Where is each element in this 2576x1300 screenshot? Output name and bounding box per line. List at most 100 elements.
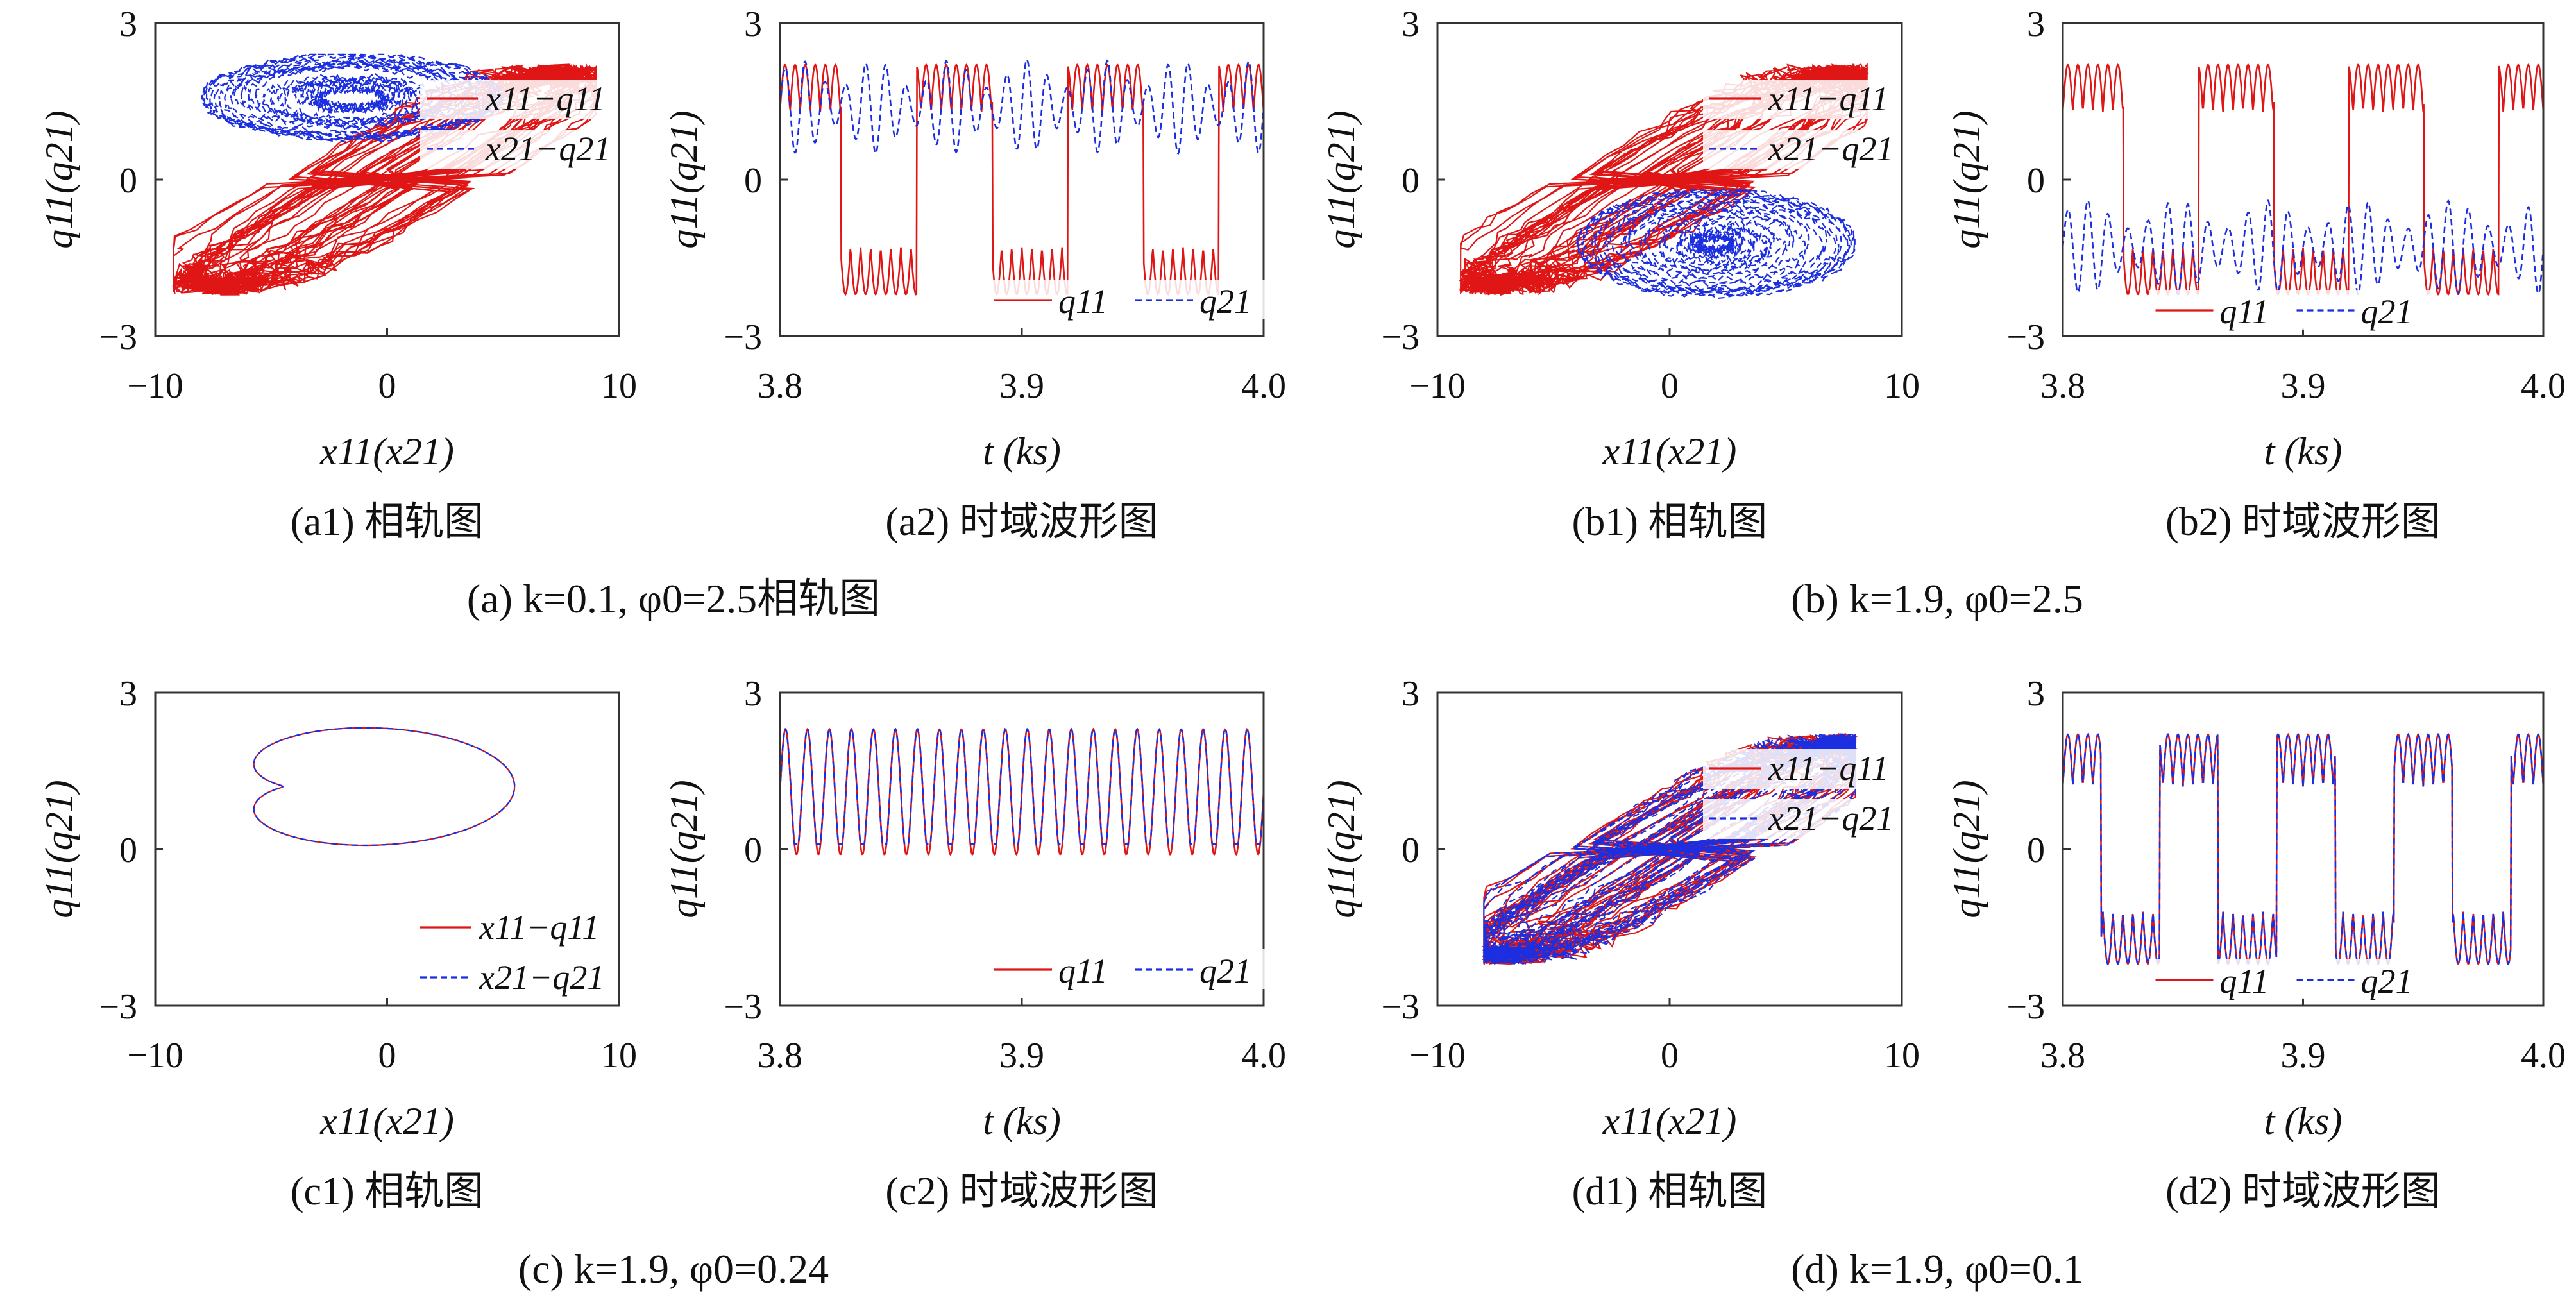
series-d2-red bbox=[2063, 732, 2543, 965]
xlabel-c2: t (ks) bbox=[983, 1100, 1061, 1142]
ytick-c2-1: 0 bbox=[744, 831, 762, 870]
ylabel-c1: q11(q21) bbox=[38, 780, 80, 918]
ytick-d1-2: −3 bbox=[1381, 987, 1419, 1027]
xlabel-b1: x11(x21) bbox=[1602, 430, 1737, 473]
xtick-d1-2: 10 bbox=[1884, 1036, 1920, 1076]
subtitle-a2: (a2) 时域波形图 bbox=[885, 500, 1158, 544]
ytick-c1-1: 0 bbox=[119, 831, 137, 870]
panel-d1: 3 0 −3 −10 0 10 x11(x21) q11(q21) (d1) 相轨图 x11−q1… bbox=[1320, 674, 1920, 1213]
ytick-b2-0: 3 bbox=[2027, 4, 2045, 44]
series-a1-blue bbox=[201, 53, 504, 143]
group-caption-a: (a) k=0.1, φ0=2.5相轨图 bbox=[467, 576, 880, 621]
legend-entry-c2-1: q21 bbox=[1199, 952, 1251, 990]
legend-entry-a1-0: x11−q11 bbox=[485, 80, 606, 118]
xtick-c2-2: 4.0 bbox=[1241, 1036, 1286, 1076]
xlabel-c1: x11(x21) bbox=[319, 1100, 454, 1142]
panel-d2: 3 0 −3 3.8 3.9 4.0 t (ks) q11(q21) (d2) 时域波形图 q11… bbox=[1945, 674, 2566, 1213]
xtick-d1-0: −10 bbox=[1409, 1036, 1466, 1076]
xtick-d2-0: 3.8 bbox=[2040, 1036, 2085, 1076]
ylabel-a2: q11(q21) bbox=[663, 110, 705, 249]
xtick-b1-0: −10 bbox=[1409, 366, 1466, 406]
xtick-d2-2: 4.0 bbox=[2521, 1036, 2566, 1076]
ytick-d1-0: 3 bbox=[1402, 674, 1419, 714]
ytick-b1-0: 3 bbox=[1402, 4, 1419, 44]
legend-entry-b1-0: x11−q11 bbox=[1768, 80, 1888, 118]
series-c1-blue bbox=[253, 727, 516, 847]
ylabel-d1: q11(q21) bbox=[1320, 780, 1362, 918]
subtitle-b1: (b1) 相轨图 bbox=[1572, 500, 1768, 544]
ytick-c2-2: −3 bbox=[724, 987, 762, 1027]
subtitle-a1: (a1) 相轨图 bbox=[291, 500, 484, 544]
ytick-d2-1: 0 bbox=[2027, 831, 2045, 870]
ytick-b1-1: 0 bbox=[1402, 161, 1419, 201]
xtick-d2-1: 3.9 bbox=[2281, 1036, 2326, 1076]
ylabel-c2: q11(q21) bbox=[663, 780, 705, 918]
ytick-c1-2: −3 bbox=[99, 987, 137, 1027]
xtick-a1-0: −10 bbox=[127, 366, 183, 406]
ytick-c2-0: 3 bbox=[744, 674, 762, 714]
series-b1-blue bbox=[1576, 189, 1856, 300]
xtick-b2-1: 3.9 bbox=[2281, 366, 2326, 406]
legend-d2: q11 q21 bbox=[2149, 959, 2432, 1000]
xtick-c1-1: 0 bbox=[378, 1036, 396, 1076]
xtick-a2-2: 4.0 bbox=[1241, 366, 1286, 406]
ytick-a2-0: 3 bbox=[744, 4, 762, 44]
xlabel-d1: x11(x21) bbox=[1602, 1100, 1737, 1142]
subtitle-b2: (b2) 时域波形图 bbox=[2165, 500, 2441, 544]
panel-a1: 3 0 −3 −10 0 10 x11(x21) q11(q21) (a1) 相轨图 x11−q1… bbox=[38, 4, 637, 544]
panel-c1: 3 0 −3 −10 0 10 x11(x21) q11(q21) (c1) 相轨图 x11−q1… bbox=[38, 674, 637, 1213]
ytick-a1-0: 3 bbox=[119, 4, 137, 44]
ytick-a2-1: 0 bbox=[744, 161, 762, 201]
legend-entry-b2-1: q21 bbox=[2361, 292, 2413, 331]
ylabel-a1: q11(q21) bbox=[38, 110, 80, 249]
series-a2-red bbox=[780, 63, 1264, 296]
legend-entry-c2-0: q11 bbox=[1058, 952, 1108, 990]
legend-entry-d2-0: q11 bbox=[2220, 962, 2269, 1000]
ytick-d2-2: −3 bbox=[2006, 987, 2045, 1027]
legend-c2: q11 q21 bbox=[988, 949, 1270, 990]
legend-entry-c1-1: x21−q21 bbox=[479, 958, 604, 997]
legend-a2: q11 q21 bbox=[988, 280, 1270, 321]
series-b2-blue bbox=[2063, 199, 2543, 296]
ylabel-b2: q11(q21) bbox=[1945, 110, 1988, 249]
ylabel-d2: q11(q21) bbox=[1945, 780, 1988, 918]
xtick-c1-0: −10 bbox=[127, 1036, 183, 1076]
xtick-b1-1: 0 bbox=[1661, 366, 1679, 406]
legend-entry-d1-0: x11−q11 bbox=[1768, 749, 1888, 788]
xtick-d1-1: 0 bbox=[1661, 1036, 1679, 1076]
ylabel-b1: q11(q21) bbox=[1320, 110, 1362, 249]
ytick-d1-1: 0 bbox=[1402, 831, 1419, 870]
legend-entry-c1-0: x11−q11 bbox=[479, 908, 599, 947]
xtick-b2-2: 4.0 bbox=[2521, 366, 2566, 406]
legend-entry-a1-1: x21−q21 bbox=[485, 130, 611, 168]
xtick-c2-1: 3.9 bbox=[999, 1036, 1044, 1076]
ytick-b1-2: −3 bbox=[1381, 317, 1419, 357]
xlabel-d2: t (ks) bbox=[2264, 1100, 2343, 1142]
subtitle-c2: (c2) 时域波形图 bbox=[885, 1170, 1158, 1213]
xtick-c1-2: 10 bbox=[601, 1036, 637, 1076]
legend-entry-d2-1: q21 bbox=[2361, 962, 2413, 1000]
subtitle-d1: (d1) 相轨图 bbox=[1572, 1170, 1768, 1213]
series-a2-blue bbox=[780, 58, 1264, 155]
legend-c1: x11−q11 x21−q21 bbox=[414, 908, 609, 998]
subtitle-d2: (d2) 时域波形图 bbox=[2165, 1170, 2441, 1213]
ytick-d2-0: 3 bbox=[2027, 674, 2045, 714]
legend-entry-a2-1: q21 bbox=[1199, 282, 1251, 321]
xtick-a2-0: 3.8 bbox=[758, 366, 802, 406]
legend-entry-a2-0: q11 bbox=[1058, 282, 1108, 321]
xtick-a1-2: 10 bbox=[601, 366, 637, 406]
panel-b2: 3 0 −3 3.8 3.9 4.0 t (ks) q11(q21) (b2) 时域波形图 q11… bbox=[1945, 4, 2566, 544]
ytick-a2-2: −3 bbox=[724, 317, 762, 357]
ytick-a1-2: −3 bbox=[99, 317, 137, 357]
legend-entry-d1-1: x21−q21 bbox=[1768, 799, 1894, 838]
xlabel-a2: t (ks) bbox=[983, 430, 1061, 473]
group-caption-b: (b) k=1.9, φ0=2.5 bbox=[1791, 576, 2083, 621]
panel-a2: 3 0 −3 3.8 3.9 4.0 t (ks) q11(q21) (a2) 时域波形图 q11… bbox=[663, 4, 1286, 544]
legend-entry-b2-0: q11 bbox=[2220, 292, 2269, 331]
xlabel-b2: t (ks) bbox=[2264, 430, 2343, 473]
legend-b1: x11−q11 x21−q21 bbox=[1703, 80, 1899, 169]
legend-entry-b1-1: x21−q21 bbox=[1768, 130, 1894, 168]
subtitle-c1: (c1) 相轨图 bbox=[291, 1170, 484, 1213]
legend-a1: x11−q11 x21−q21 bbox=[420, 80, 616, 169]
